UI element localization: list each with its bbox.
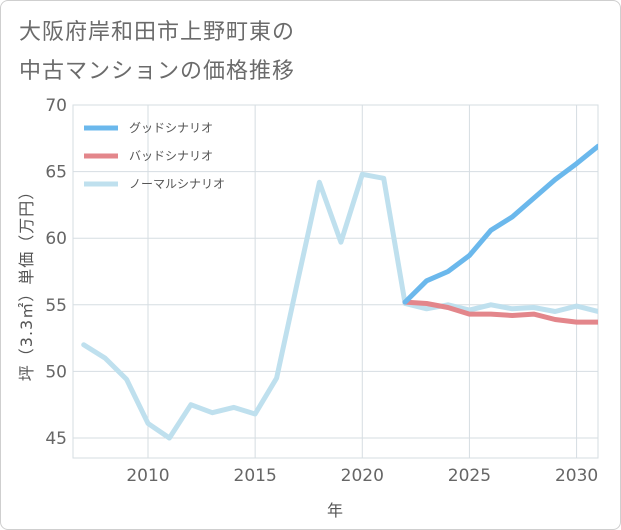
x-tick-label: 2030 [555,466,598,486]
x-tick-label: 2015 [234,466,277,486]
legend-label-1: バッドシナリオ [129,149,213,163]
series-lines [81,143,598,441]
series-line-1 [402,299,598,325]
x-tick-label: 2010 [126,466,169,486]
grid-lines [72,104,599,459]
x-tick-label: 2020 [341,466,384,486]
y-tick-label: 60 [45,229,67,249]
y-tick-label: 50 [45,362,67,382]
y-tick-label: 65 [45,163,67,183]
y-tick-label: 70 [45,96,67,116]
y-tick-label: 55 [45,296,67,316]
series-line-2 [81,171,598,441]
x-tick-label: 2025 [448,466,491,486]
series-line-0 [402,143,598,305]
legend-label-0: グッドシナリオ [129,121,213,135]
legend-label-2: ノーマルシナリオ [129,177,225,191]
y-axis-title: 坪（3.3㎡）単価（万円） [17,183,36,381]
y-tick-label: 45 [45,429,67,449]
axis-ticks: 2010 2015 2020 2025 2030 45 50 55 60 65 70 [45,96,598,486]
x-axis-title: 年 [327,501,343,520]
chart-title-line-2: 中古マンションの価格推移 [19,59,296,84]
chart-title-line-1: 大阪府岸和田市上野町東の [19,20,296,45]
